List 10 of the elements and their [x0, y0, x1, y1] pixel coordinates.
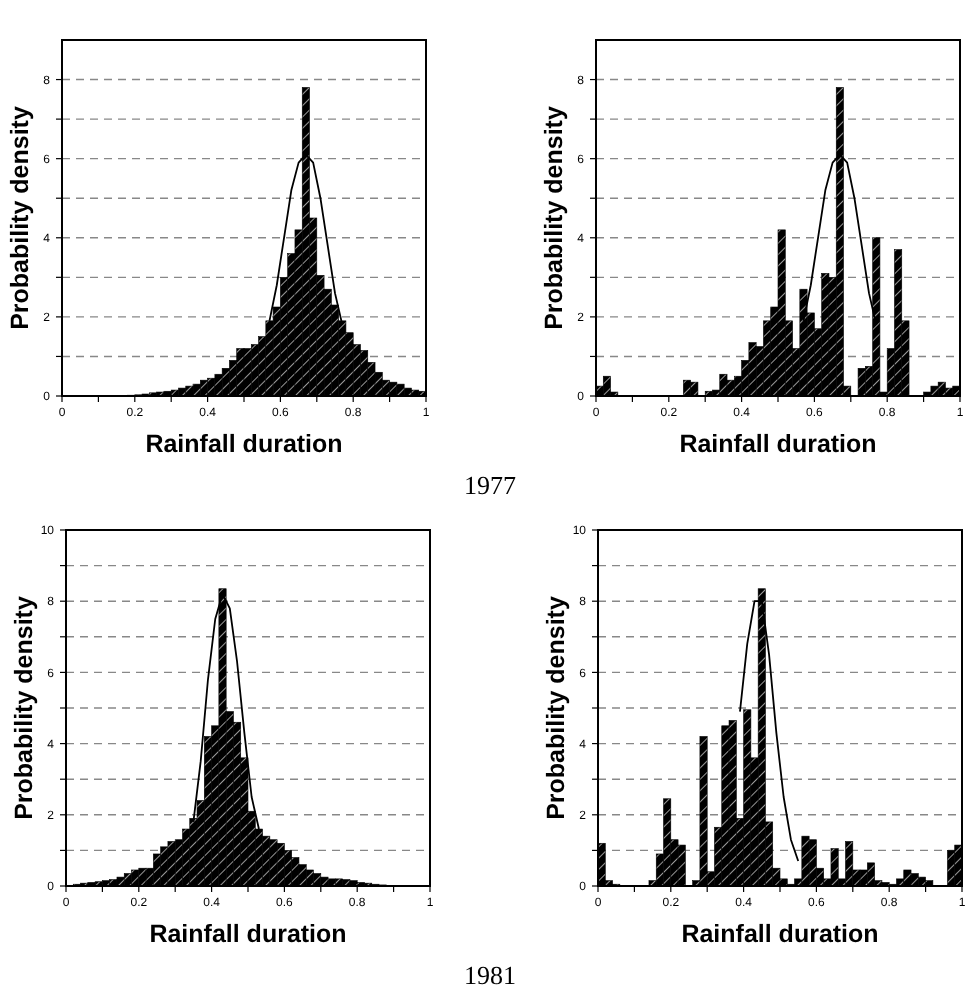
x-axis-title: Rainfall duration — [149, 920, 347, 948]
y-axis-title: Probability density — [6, 106, 34, 330]
x-axis-title: Rainfall duration — [681, 920, 879, 948]
y-axis-title: Probability density — [10, 596, 38, 820]
text: 1981 — [464, 960, 516, 990]
y-axis-title: Probability density — [542, 596, 570, 820]
y-axis-title: Probability density — [540, 106, 568, 330]
x-axis-title: Rainfall duration — [145, 430, 343, 458]
x-axis-title: Rainfall duration — [679, 430, 877, 458]
text: 1977 — [464, 470, 517, 500]
